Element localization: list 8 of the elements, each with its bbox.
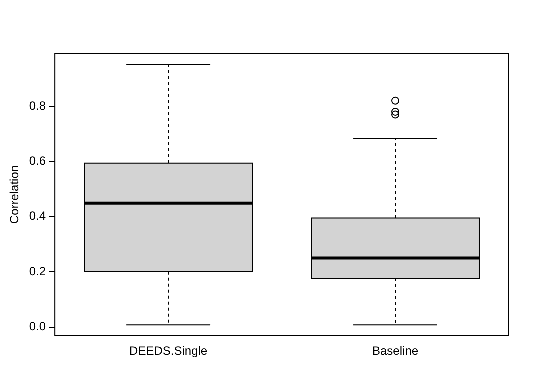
y-tick-label: 0.6: [29, 154, 46, 168]
y-tick-label: 0.8: [29, 98, 46, 113]
y-tick-label: 0.4: [29, 209, 46, 224]
y-tick-label: 0.2: [29, 264, 46, 278]
x-tick-label: DEEDS.Single: [130, 344, 208, 358]
y-axis-title: Correlation: [8, 165, 22, 224]
x-tick-label: Baseline: [372, 344, 419, 358]
y-tick-label: 0.0: [29, 320, 46, 334]
